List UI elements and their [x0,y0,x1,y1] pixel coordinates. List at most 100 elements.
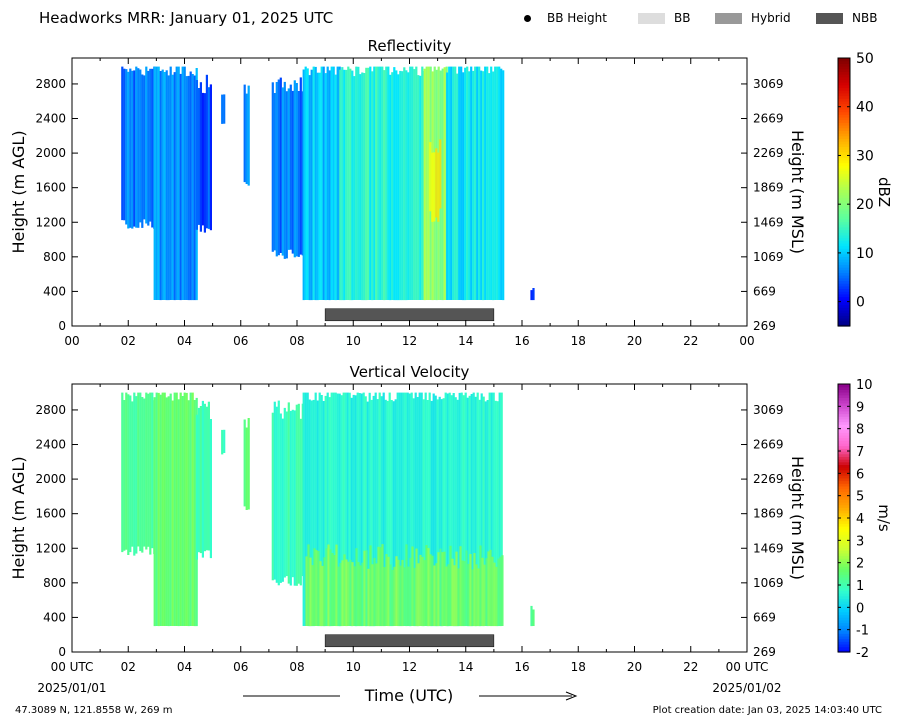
echo-column [366,401,369,626]
panel-title: Reflectivity [368,37,452,55]
colorbar-segment [838,66,850,70]
low-level-column [323,557,326,627]
echo-column [421,66,424,300]
low-level-column [453,565,456,627]
echo-column [209,84,212,231]
time-axis-label: Time (UTC) [364,686,453,705]
colorbar-segment [838,595,850,599]
colorbar-segment [838,400,850,404]
colorbar-segment [838,143,850,148]
colorbar-segment [838,229,850,233]
x-tick-label: 02 [121,660,136,674]
colorbar-segment [838,58,850,62]
echo-column [336,393,339,626]
echo-column [171,400,174,626]
colorbar-segment [838,74,850,78]
low-level-column [497,558,500,626]
low-level-column [433,565,436,626]
echo-column [145,392,148,550]
colorbar-segment [838,625,850,629]
y-tick-label-msl: 269 [753,645,776,659]
echo-column [137,68,140,228]
echo-column [380,396,383,626]
colorbar-segment [838,397,850,401]
colorbar-tick-label: 8 [856,423,864,438]
low-level-column [407,566,410,626]
low-level-column [499,556,502,627]
low-level-column [385,554,388,626]
echo-column [372,395,375,627]
colorbar-segment [838,192,850,196]
echo-column [165,70,168,301]
low-level-column [473,553,476,627]
echo-column [157,392,160,627]
echo-column [423,68,426,301]
echo-column [189,392,192,626]
y-tick-label-msl: 1869 [753,507,784,521]
low-level-column [361,562,364,627]
colorbar-segment [838,216,850,220]
echo-column [279,413,282,583]
low-level-column [493,562,496,627]
y-tick-label-agl: 1600 [35,507,66,521]
x-tick-label: 14 [458,660,473,674]
colorbar-segment [838,146,850,150]
echo-column [171,74,174,300]
x-tick-label: 04 [177,660,192,674]
colorbar-segment [838,523,850,527]
echo-column [484,66,487,300]
echo-column [165,397,168,626]
colorbar-segment [838,90,850,94]
echo-column [458,66,461,300]
low-level-column [465,550,468,626]
echo-column [285,411,288,577]
low-level-column [447,564,450,627]
legend-label-nbb: NBB [852,11,878,25]
colorbar-segment [838,141,850,145]
echo-column [299,77,302,255]
low-level-column [325,548,328,627]
arrow-right-icon [565,691,578,701]
echo-column [185,392,188,626]
echo-column [245,93,248,184]
peak-cell-column [435,148,438,218]
echo-column [330,66,333,300]
echo-column [191,74,194,301]
colorbar-segment [838,641,850,645]
echo-column [412,398,415,626]
echo-column [281,418,284,582]
echo-column [478,66,481,300]
x-tick-label: 00 UTC [726,660,769,674]
colorbar-segment [838,579,850,583]
echo-column [243,84,246,183]
echo-column [151,392,154,549]
echo-column [197,407,200,553]
echo-column [326,66,329,300]
echo-column [358,393,361,626]
colorbar-segment [838,566,850,570]
low-level-column [451,558,454,627]
echo-column [133,70,136,227]
time-axis-labels: 2025/01/01 2025/01/02 Time (UTC) [37,681,781,705]
legend-item-bb-height: BB Height [524,11,607,25]
echo-column [149,68,152,222]
echo-column [357,66,360,300]
colorbar-segment [838,312,850,316]
echo-column [408,393,411,627]
colorbar-segment [838,173,850,177]
echo-column [365,67,368,301]
colorbar-segment [838,87,850,91]
colorbar-segment [838,432,850,436]
echo-column [169,393,172,626]
echo-column [338,393,341,627]
echo-column [181,396,184,626]
echo-column [383,70,386,301]
y-tick-label-agl: 2800 [35,403,66,417]
echo-column [394,399,397,626]
echo-column [326,392,329,626]
echo-column [492,392,495,626]
echo-column [320,66,323,300]
echo-column [197,88,200,225]
colorbar-segment [838,384,850,388]
echo-column [454,397,457,627]
